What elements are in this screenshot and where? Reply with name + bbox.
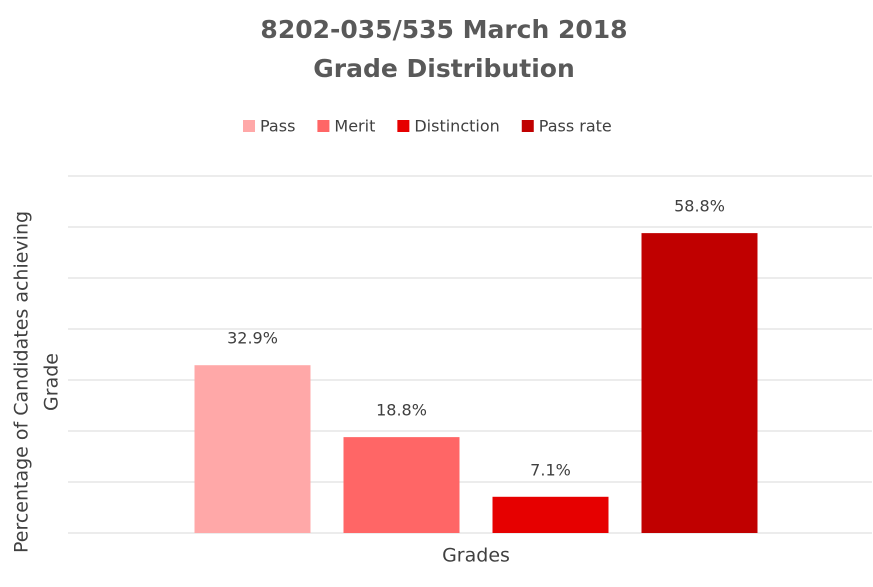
data-label: 58.8% <box>674 197 725 216</box>
bar <box>343 437 460 533</box>
legend-swatch <box>521 120 534 132</box>
chart-title: Grade Distribution <box>313 54 575 83</box>
data-label: 18.8% <box>376 401 427 420</box>
legend-label: Distinction <box>414 117 499 136</box>
data-label: 32.9% <box>227 329 278 348</box>
legend-label: Pass rate <box>539 117 612 136</box>
x-axis-label: Grades <box>442 545 510 567</box>
bar <box>641 233 758 533</box>
bar <box>194 365 311 533</box>
chart-title: 8202-035/535 March 2018 <box>260 15 627 44</box>
y-axis-label: Percentage of Candidates achieving <box>11 211 33 553</box>
legend-swatch <box>243 120 255 132</box>
bar <box>492 496 609 533</box>
legend-label: Pass <box>260 117 295 136</box>
data-label: 7.1% <box>530 460 571 479</box>
legend-swatch <box>317 120 330 132</box>
y-axis-label: Grade <box>41 353 63 411</box>
legend-label: Merit <box>334 117 375 136</box>
legend-swatch <box>397 120 410 132</box>
